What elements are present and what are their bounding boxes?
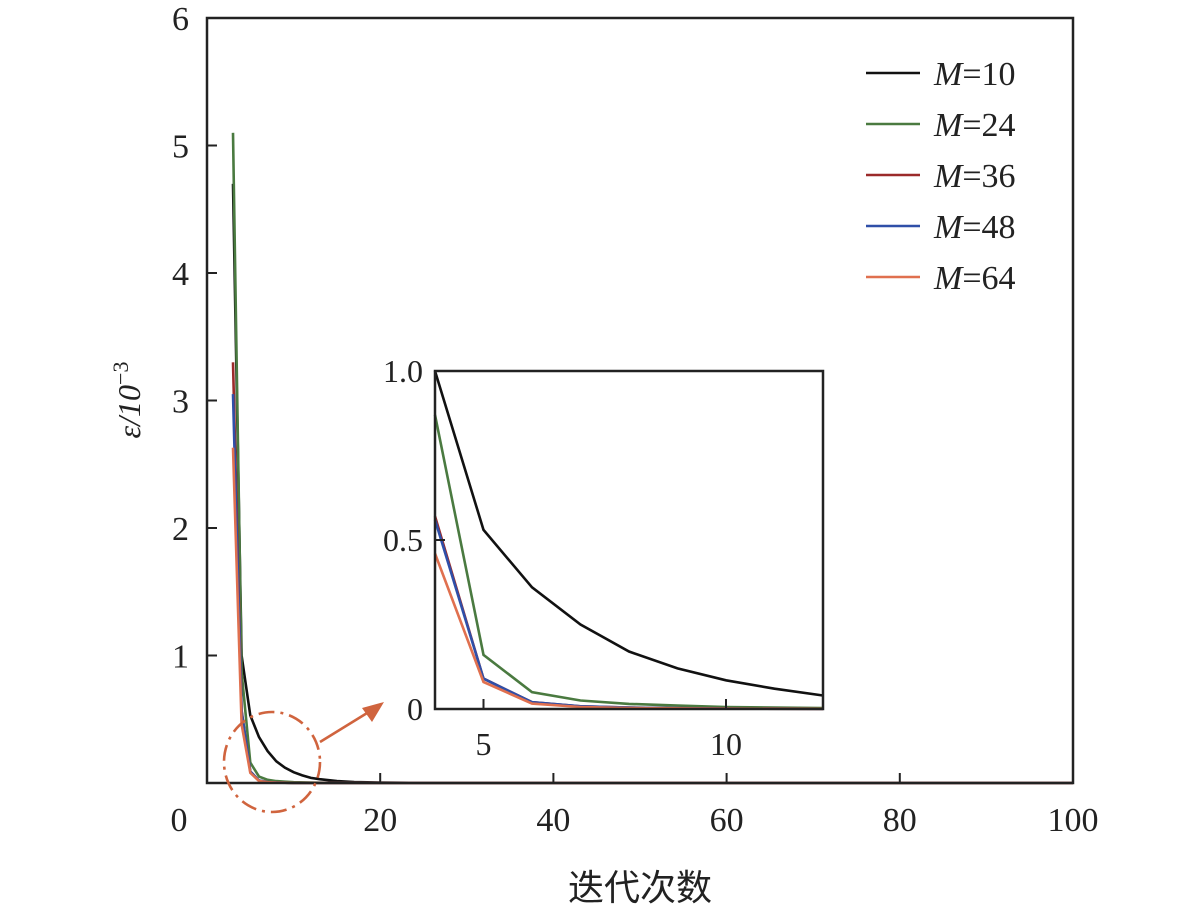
y-tick-label: 2 (172, 511, 189, 548)
inset-y-tick-label: 0 (407, 691, 423, 727)
legend-label-3: M=48 (933, 209, 1016, 246)
legend-label-0: M=10 (933, 56, 1016, 93)
x-tick-label: 40 (536, 802, 570, 839)
y-tick-label: 5 (172, 129, 189, 166)
y-tick-label: 4 (172, 256, 189, 293)
zoom-arrow-head (362, 702, 384, 722)
x-tick-label: 0 (171, 802, 188, 839)
inset-x-tick-label: 5 (476, 726, 492, 762)
x-tick-label: 60 (710, 802, 744, 839)
inset-y-tick-label: 1.0 (383, 353, 423, 389)
inset-y-tick-label: 0.5 (383, 522, 423, 558)
zoom-annotation (222, 702, 384, 814)
legend-label-1: M=24 (933, 107, 1016, 144)
x-tick-label: 20 (363, 802, 397, 839)
x-axis-label: 迭代次数 (568, 868, 712, 908)
y-axis-label-exponent: −3 (108, 362, 133, 385)
legend-label-4: M=64 (933, 260, 1016, 297)
y-tick-label: 6 (172, 1, 189, 38)
legend: M=10 M=24 M=36 M=48 M=64 (866, 56, 1016, 297)
y-axis-label-base: ε/10 (111, 385, 147, 439)
zoom-arrow-shaft (319, 708, 373, 744)
y-axis-label: ε/10−3 (108, 362, 147, 439)
zoom-region-ellipse (222, 710, 322, 814)
inset-x-tick-label: 10 (710, 726, 742, 762)
y-tick-label: 3 (172, 384, 189, 421)
x-tick-label: 80 (883, 802, 917, 839)
inset-series-line-0 (433, 370, 824, 697)
x-tick-label: 100 (1048, 802, 1099, 839)
legend-label-2: M=36 (933, 158, 1016, 195)
inset-series-line-1 (433, 414, 824, 710)
inset-axis-ticks: 5 10 0 0.5 1.0 (383, 353, 742, 762)
y-tick-label: 1 (172, 639, 189, 676)
